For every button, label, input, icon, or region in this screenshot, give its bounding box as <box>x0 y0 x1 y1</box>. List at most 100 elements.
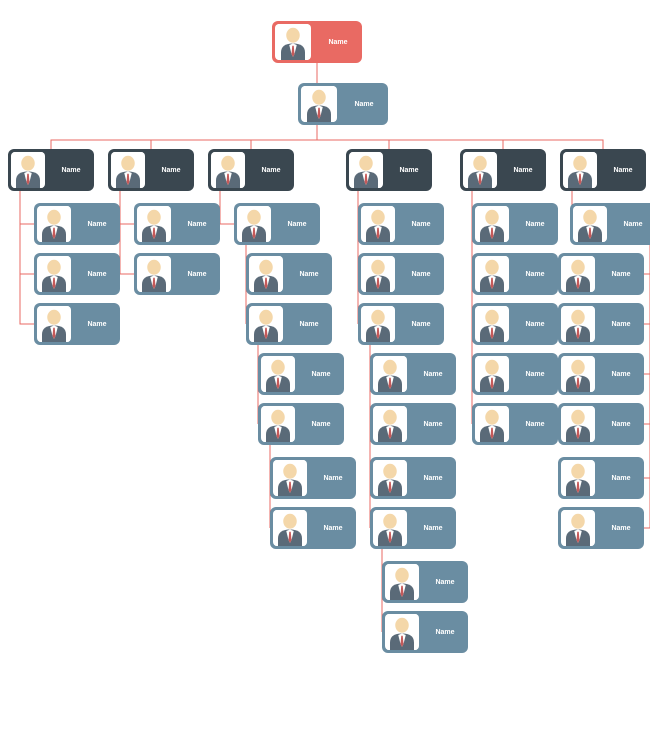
org-node-c5a: Name <box>472 203 558 245</box>
org-node-m1: Name <box>8 149 94 191</box>
org-node-label: Name <box>422 629 468 636</box>
org-node-label: Name <box>310 525 356 532</box>
org-node-c6e: Name <box>558 403 644 445</box>
org-node-label: Name <box>410 421 456 428</box>
org-node-asst: Name <box>298 83 388 125</box>
person-avatar-icon <box>37 256 71 292</box>
org-chart-canvas: Name Name Name Name Name Name Name <box>0 0 650 731</box>
org-node-root: Name <box>272 21 362 63</box>
org-node-c5b: Name <box>472 253 558 295</box>
org-node-label: Name <box>410 475 456 482</box>
org-node-c4e: Name <box>370 403 456 445</box>
org-node-label: Name <box>310 475 356 482</box>
org-node-label: Name <box>314 39 362 46</box>
org-node-c1b: Name <box>34 253 120 295</box>
person-avatar-icon <box>561 256 595 292</box>
org-node-label: Name <box>386 167 432 174</box>
person-avatar-icon <box>211 152 245 188</box>
org-node-label: Name <box>610 221 650 228</box>
org-node-label: Name <box>422 579 468 586</box>
org-node-m5: Name <box>460 149 546 191</box>
org-node-c6d: Name <box>558 353 644 395</box>
org-node-label: Name <box>398 321 444 328</box>
org-node-c3e: Name <box>258 403 344 445</box>
person-avatar-icon <box>561 406 595 442</box>
org-node-label: Name <box>600 167 646 174</box>
org-node-label: Name <box>398 221 444 228</box>
person-avatar-icon <box>275 24 311 60</box>
person-avatar-icon <box>37 306 71 342</box>
person-avatar-icon <box>137 256 171 292</box>
org-node-c5c: Name <box>472 303 558 345</box>
org-node-c4i: Name <box>382 611 468 653</box>
person-avatar-icon <box>361 306 395 342</box>
person-avatar-icon <box>463 152 497 188</box>
org-node-c1c: Name <box>34 303 120 345</box>
org-node-label: Name <box>410 525 456 532</box>
person-avatar-icon <box>11 152 45 188</box>
org-node-m4: Name <box>346 149 432 191</box>
person-avatar-icon <box>573 206 607 242</box>
org-node-m2: Name <box>108 149 194 191</box>
person-avatar-icon <box>475 306 509 342</box>
org-node-label: Name <box>248 167 294 174</box>
org-node-label: Name <box>286 321 332 328</box>
org-node-c6f: Name <box>558 457 644 499</box>
org-node-c6c: Name <box>558 303 644 345</box>
org-node-label: Name <box>512 421 558 428</box>
org-node-label: Name <box>274 221 320 228</box>
org-node-label: Name <box>500 167 546 174</box>
org-node-c3a: Name <box>234 203 320 245</box>
org-node-c2b: Name <box>134 253 220 295</box>
person-avatar-icon <box>373 460 407 496</box>
org-node-c4c: Name <box>358 303 444 345</box>
org-node-label: Name <box>598 475 644 482</box>
person-avatar-icon <box>475 206 509 242</box>
person-avatar-icon <box>349 152 383 188</box>
person-avatar-icon <box>237 206 271 242</box>
org-node-c2a: Name <box>134 203 220 245</box>
org-node-c5e: Name <box>472 403 558 445</box>
org-node-c4d: Name <box>370 353 456 395</box>
org-node-label: Name <box>48 167 94 174</box>
person-avatar-icon <box>137 206 171 242</box>
person-avatar-icon <box>475 406 509 442</box>
org-node-c5d: Name <box>472 353 558 395</box>
org-node-label: Name <box>74 221 120 228</box>
org-node-label: Name <box>174 221 220 228</box>
person-avatar-icon <box>111 152 145 188</box>
person-avatar-icon <box>261 406 295 442</box>
org-node-m6: Name <box>560 149 646 191</box>
org-node-label: Name <box>512 371 558 378</box>
person-avatar-icon <box>37 206 71 242</box>
person-avatar-icon <box>475 256 509 292</box>
org-node-label: Name <box>74 271 120 278</box>
org-node-c4a: Name <box>358 203 444 245</box>
person-avatar-icon <box>273 460 307 496</box>
org-node-c3f: Name <box>270 457 356 499</box>
person-avatar-icon <box>301 86 337 122</box>
org-node-m3: Name <box>208 149 294 191</box>
org-node-label: Name <box>298 371 344 378</box>
org-node-c4b: Name <box>358 253 444 295</box>
org-node-label: Name <box>512 221 558 228</box>
person-avatar-icon <box>261 356 295 392</box>
person-avatar-icon <box>385 614 419 650</box>
person-avatar-icon <box>273 510 307 546</box>
person-avatar-icon <box>249 306 283 342</box>
org-node-label: Name <box>598 371 644 378</box>
org-node-c6a: Name <box>570 203 650 245</box>
org-node-label: Name <box>598 525 644 532</box>
person-avatar-icon <box>475 356 509 392</box>
person-avatar-icon <box>561 306 595 342</box>
person-avatar-icon <box>385 564 419 600</box>
person-avatar-icon <box>373 356 407 392</box>
org-node-c1a: Name <box>34 203 120 245</box>
org-node-label: Name <box>340 101 388 108</box>
person-avatar-icon <box>561 356 595 392</box>
person-avatar-icon <box>373 510 407 546</box>
org-node-label: Name <box>74 321 120 328</box>
org-node-c4g: Name <box>370 507 456 549</box>
org-node-label: Name <box>286 271 332 278</box>
org-node-c3c: Name <box>246 303 332 345</box>
